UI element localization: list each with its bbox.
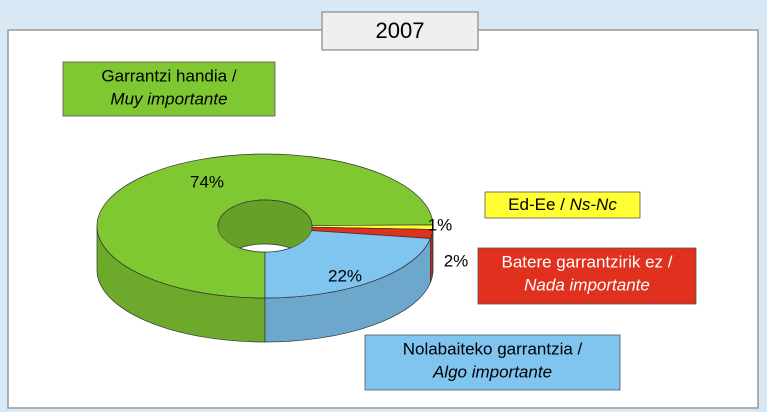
legend-box [62, 61, 276, 117]
category-label-main: Garrantzi handia / [101, 66, 236, 85]
legend-box [364, 334, 621, 391]
value-label: 22% [328, 266, 362, 285]
category-label-main: Batere garrantzirik ez / [501, 252, 672, 271]
value-label: 1% [428, 215, 453, 234]
category-label-alt: Algo importante [432, 362, 552, 381]
category-label-alt: Muy importante [110, 89, 227, 108]
legend-box [484, 191, 641, 219]
category-label-main: Ed-Ee / [508, 195, 565, 214]
category-label: Ed-Ee / Ns-Nc [508, 195, 617, 214]
title-box [321, 11, 479, 51]
value-label: 74% [190, 172, 224, 191]
category-label-main: Nolabaiteko garrantzia / [403, 339, 583, 358]
legend-box [477, 247, 697, 305]
chart-title: 2007 [376, 18, 425, 43]
category-label-alt: Ns-Nc [570, 195, 618, 214]
value-label: 2% [444, 251, 469, 270]
category-label-alt: Nada importante [524, 275, 650, 294]
